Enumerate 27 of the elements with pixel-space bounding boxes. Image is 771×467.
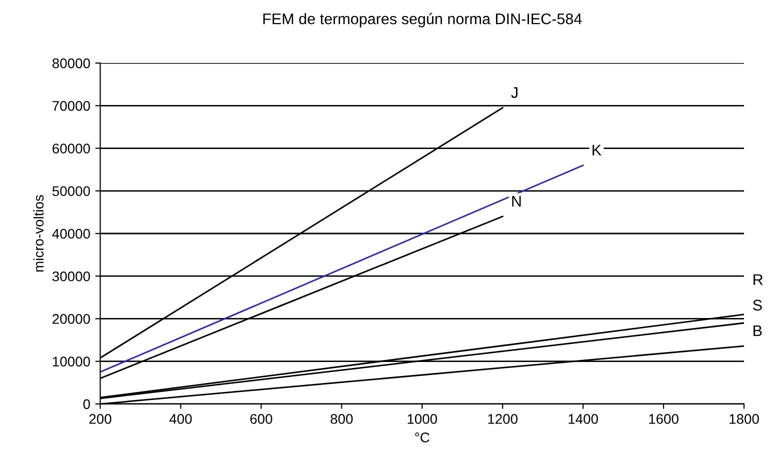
x-tick-label: 200 xyxy=(89,414,112,424)
x-tick-label: 800 xyxy=(330,414,353,424)
x-tick-label: 1800 xyxy=(730,414,759,424)
y-tick-label: 70000 xyxy=(52,100,90,111)
x-tick-label: 1200 xyxy=(488,414,518,424)
series-label: B xyxy=(754,326,762,336)
y-tick-label: 80000 xyxy=(52,58,90,68)
y-tick-label: 50000 xyxy=(52,186,90,196)
y-axis-title: micro-voltios xyxy=(33,195,44,272)
x-tick-label: 1000 xyxy=(408,414,438,424)
chart-title: FEM de termopares según norma DIN-IEC-584 xyxy=(263,12,582,28)
x-tick-label: 1400 xyxy=(568,414,598,424)
text: R xyxy=(754,274,763,285)
y-tick-label: 0 xyxy=(83,399,90,410)
series-label: N xyxy=(512,196,521,206)
x-tick-label: 400 xyxy=(169,414,192,424)
y-tick-label: 60000 xyxy=(52,144,90,154)
series-label: K xyxy=(592,144,602,156)
y-tick-label: 40000 xyxy=(52,228,90,239)
series-label: J xyxy=(511,87,518,98)
x-tick-label: 1600 xyxy=(649,414,678,424)
y-tick-label: 30000 xyxy=(52,271,90,282)
y-tick-label: 10000 xyxy=(52,356,90,367)
series-label: S xyxy=(753,300,762,311)
x-axis-title: °C xyxy=(415,432,430,442)
x-tick-label: 600 xyxy=(250,414,272,424)
y-tick-label: 20000 xyxy=(52,314,90,324)
